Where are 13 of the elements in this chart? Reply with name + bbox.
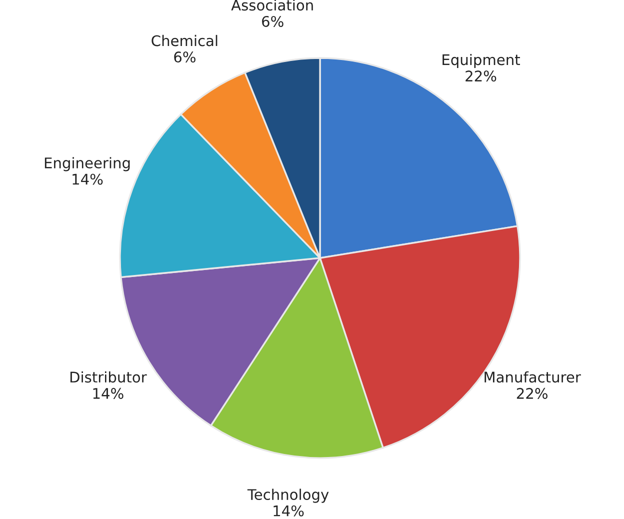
slice-label: Equipment [442, 54, 520, 68]
data-label: 6% [262, 16, 284, 27]
slice-label: Engineering [44, 157, 130, 172]
data-label: 14% [93, 388, 124, 399]
data-label: 22% [516, 388, 548, 399]
data-label: 14% [72, 174, 103, 185]
data-label: 14% [274, 505, 304, 516]
slice-label: Technology [247, 488, 329, 503]
slice-label: Distributor [70, 371, 147, 383]
slice-label: Manufacturer [484, 371, 581, 383]
data-label: 22% [466, 70, 496, 82]
slice-label: Chemical [152, 34, 218, 46]
data-label: 6% [174, 52, 196, 63]
